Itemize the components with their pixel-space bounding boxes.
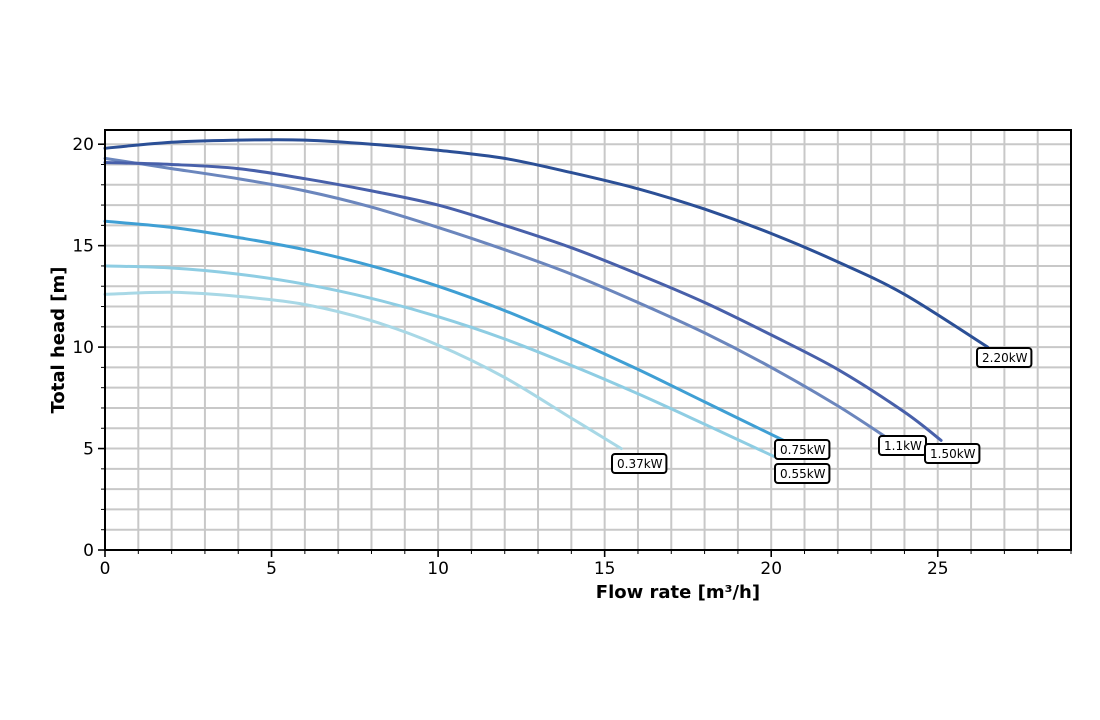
x-axis-title: Flow rate [m³/h] [596,582,760,603]
plot-border [104,129,1072,551]
curve-1.50kW [103,161,943,442]
curve-label-2.20kW: 2.20kW [976,347,1033,368]
y-tick-label: 20 [72,135,94,155]
grid [104,130,1072,551]
curve-label-0.37kW: 0.37kW [611,453,668,474]
x-tick-label: 25 [927,559,949,579]
plot-frame [104,129,1072,551]
curve-label-0.75kW: 0.75kW [774,439,831,460]
curve-0.75kW [103,219,790,444]
curve-label-text: 0.55kW [780,467,826,481]
x-tick-label: 0 [100,559,111,579]
curve-label-box [611,453,668,474]
y-axis-title: Total head [m] [48,267,69,414]
x-tick-label: 5 [266,559,277,579]
curve-label-box [924,443,981,464]
y-tick-label: 10 [72,338,94,358]
curve-labels: 0.37kW 0.55kW 0.75kW 1.1kW 1.50kW 2.20kW [611,347,1033,484]
curve-0.55kW [103,264,776,459]
curve-label-text: 1.50kW [930,447,976,461]
curve-label-text: 0.75kW [780,443,826,457]
x-tick-label: 10 [427,559,449,579]
curve-label-1.1kW: 1.1kW [878,435,927,456]
y-tick-label: 0 [83,541,94,561]
y-tick-label: 15 [72,237,94,257]
y-tick-label: 5 [83,440,94,460]
curve-label-box [976,347,1033,368]
curve-1.1kW [103,156,890,440]
curve-label-0.55kW: 0.55kW [774,463,831,484]
curve-label-text: 1.1kW [884,439,922,453]
curve-label-box [774,439,831,460]
curve-label-text: 2.20kW [982,351,1028,365]
curve-0.37kW [103,290,623,451]
curve-label-text: 0.37kW [617,457,663,471]
curve-label-box [774,463,831,484]
curve-2.20kW [103,138,990,349]
curves [103,138,990,459]
axis-ticks: 0 5 10 15 20 25 0 5 10 15 20 [72,135,1072,579]
x-tick-label: 15 [594,559,616,579]
x-tick-label: 20 [760,559,782,579]
curve-label-1.50kW: 1.50kW [924,443,981,464]
